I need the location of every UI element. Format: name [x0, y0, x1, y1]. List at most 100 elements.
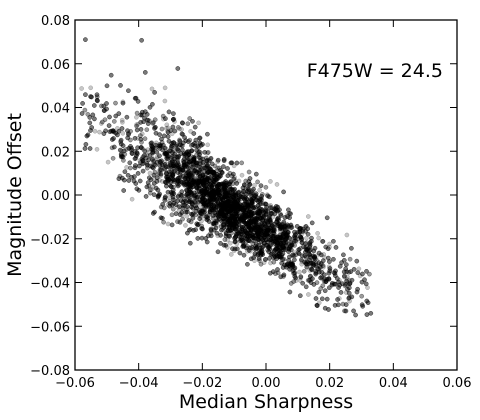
- scatter-point: [229, 207, 235, 212]
- scatter-point: [214, 204, 219, 210]
- scatter-point: [203, 175, 208, 181]
- scatter-point: [211, 193, 216, 199]
- scatter-point: [92, 128, 98, 134]
- scatter-point: [157, 153, 162, 159]
- scatter-point: [231, 203, 237, 209]
- scatter-point: [278, 223, 284, 228]
- scatter-point: [228, 211, 234, 216]
- scatter-point: [176, 193, 181, 198]
- scatter-point: [224, 209, 230, 215]
- scatter-point: [217, 202, 223, 207]
- scatter-point: [238, 217, 244, 223]
- scatter-point: [246, 183, 252, 189]
- scatter-point: [318, 252, 324, 258]
- scatter-point: [119, 154, 124, 160]
- scatter-point: [270, 230, 275, 236]
- scatter-point: [226, 192, 232, 198]
- scatter-point: [264, 231, 269, 237]
- scatter-point: [269, 248, 275, 253]
- scatter-point: [237, 250, 243, 256]
- scatter-point: [276, 217, 282, 223]
- scatter-point: [186, 174, 192, 179]
- scatter-point: [170, 194, 176, 200]
- scatter-point: [285, 261, 291, 267]
- scatter-point: [176, 208, 182, 214]
- scatter-point: [207, 181, 212, 187]
- scatter-point: [162, 85, 168, 91]
- scatter-point: [87, 120, 93, 126]
- scatter-point: [252, 216, 257, 222]
- scatter-point: [189, 199, 195, 205]
- scatter-point: [283, 225, 289, 231]
- scatter-point: [213, 198, 219, 203]
- scatter-point: [226, 209, 231, 215]
- scatter-point: [245, 248, 250, 254]
- scatter-point: [212, 219, 217, 225]
- scatter-point: [235, 236, 241, 242]
- scatter-point: [233, 199, 239, 205]
- scatter-point: [204, 199, 210, 205]
- scatter-point: [234, 220, 239, 226]
- scatter-point: [142, 148, 147, 154]
- scatter-point: [180, 147, 185, 153]
- scatter-point: [230, 214, 235, 220]
- scatter-point: [109, 128, 114, 134]
- scatter-point: [246, 212, 252, 217]
- scatter-point: [240, 194, 246, 200]
- scatter-point: [234, 208, 239, 214]
- scatter-point: [205, 150, 210, 156]
- scatter-point: [271, 222, 277, 227]
- scatter-point: [217, 192, 222, 198]
- scatter-point: [220, 222, 226, 228]
- scatter-point: [303, 224, 309, 229]
- scatter-point: [216, 182, 222, 187]
- scatter-point: [134, 123, 139, 129]
- scatter-point: [268, 203, 273, 208]
- scatter-point: [191, 199, 197, 204]
- scatter-point: [316, 260, 322, 266]
- scatter-point: [174, 176, 180, 182]
- scatter-point: [337, 278, 342, 283]
- scatter-point: [223, 204, 229, 210]
- scatter-point: [360, 303, 366, 309]
- scatter-point: [220, 216, 226, 222]
- scatter-point: [206, 184, 212, 190]
- scatter-point: [281, 221, 286, 226]
- scatter-point: [141, 160, 146, 166]
- scatter-point: [286, 240, 292, 246]
- scatter-point: [186, 172, 192, 177]
- scatter-point: [189, 148, 195, 154]
- scatter-point: [274, 182, 280, 187]
- scatter-point: [343, 282, 348, 287]
- scatter-point: [234, 204, 239, 209]
- scatter-point: [207, 167, 213, 172]
- scatter-point: [257, 215, 263, 220]
- scatter-point: [289, 253, 295, 258]
- scatter-point: [138, 127, 144, 132]
- scatter-point: [170, 206, 176, 212]
- scatter-point: [235, 199, 240, 204]
- scatter-point: [346, 290, 352, 296]
- scatter-point: [242, 234, 248, 240]
- scatter-point: [326, 264, 332, 270]
- scatter-point: [196, 179, 201, 184]
- scatter-point: [235, 229, 241, 235]
- scatter-point: [135, 122, 141, 127]
- scatter-point: [244, 210, 249, 216]
- scatter-point: [227, 219, 233, 224]
- scatter-point: [224, 209, 229, 215]
- scatter-point: [179, 179, 185, 185]
- scatter-point: [201, 197, 207, 203]
- scatter-point: [257, 210, 263, 216]
- scatter-point: [288, 243, 294, 248]
- scatter-point: [302, 245, 308, 251]
- scatter-point: [198, 195, 204, 200]
- scatter-point: [231, 163, 237, 169]
- scatter-point: [262, 230, 268, 236]
- scatter-point: [208, 155, 214, 161]
- scatter-point: [233, 201, 239, 206]
- scatter-point: [170, 197, 176, 202]
- scatter-point: [209, 187, 215, 193]
- scatter-point: [181, 151, 187, 157]
- scatter-point: [246, 203, 252, 209]
